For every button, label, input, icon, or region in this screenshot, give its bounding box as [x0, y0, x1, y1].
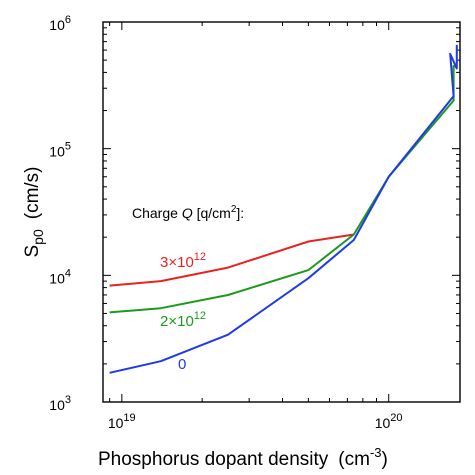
series-label-3e12: 3×1012 [160, 251, 206, 271]
tick-labels: 103 104 105 106 1019 1020 [49, 14, 402, 431]
legend-title: Charge Q [q/cm2]: [132, 204, 244, 221]
y-axis-title: Sp0(cm/s) [22, 166, 46, 257]
series-label-0: 0 [178, 356, 186, 373]
x-axis-title: Phosphorus dopant density (cm-3) [98, 445, 388, 470]
y-tick-label: 106 [49, 14, 71, 33]
series-label-2e12: 2×1012 [160, 310, 206, 330]
x-tick-label: 1019 [108, 412, 136, 431]
series-line-2 [109, 44, 458, 374]
y-tick-label: 104 [49, 267, 71, 286]
y-tick-label: 103 [49, 394, 71, 413]
y-tick-label: 105 [49, 141, 71, 160]
series-lines [109, 44, 458, 374]
plot-area [102, 21, 461, 403]
series-line-1 [109, 64, 458, 314]
series-line-0 [109, 233, 354, 287]
axis-ticks [103, 22, 460, 403]
x-tick-label: 1020 [375, 412, 403, 431]
